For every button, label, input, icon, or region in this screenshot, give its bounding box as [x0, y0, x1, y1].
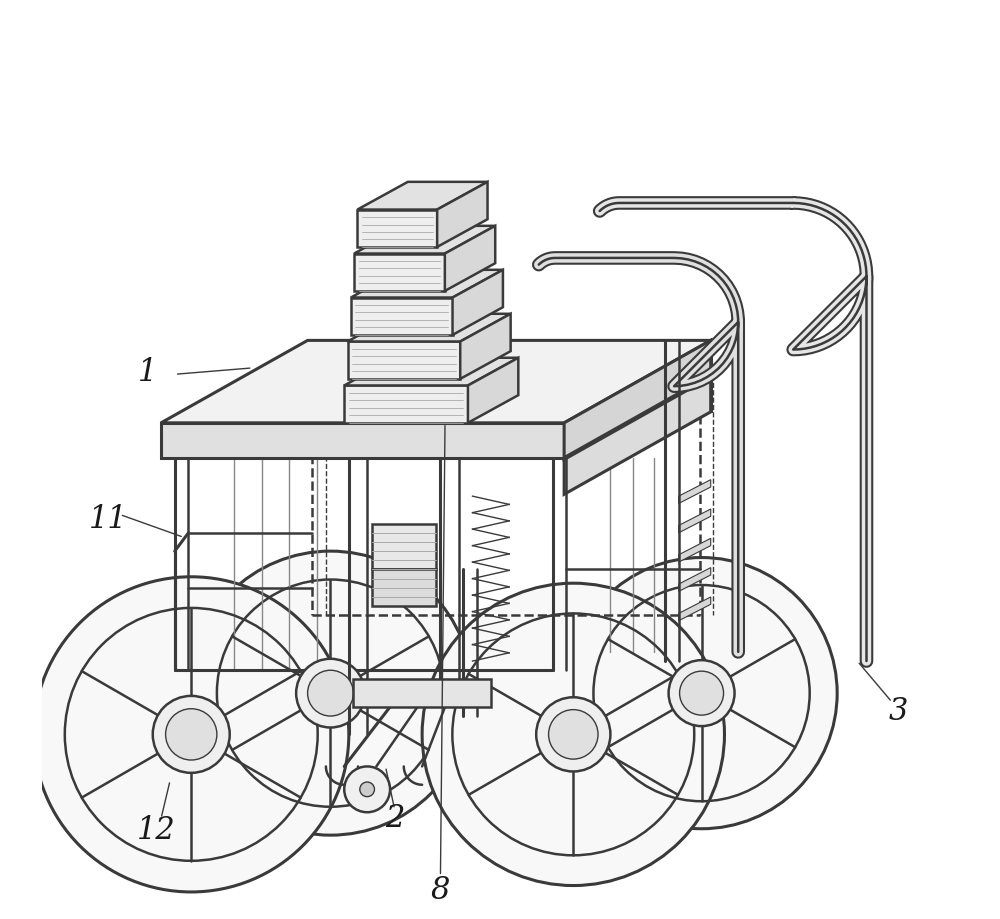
- Text: 3: 3: [889, 696, 908, 727]
- Polygon shape: [357, 210, 437, 247]
- Text: 1: 1: [138, 357, 157, 388]
- Polygon shape: [437, 182, 488, 247]
- Polygon shape: [453, 270, 503, 335]
- Circle shape: [296, 659, 365, 728]
- Circle shape: [360, 782, 374, 797]
- Circle shape: [536, 698, 610, 771]
- Polygon shape: [351, 270, 503, 298]
- Polygon shape: [348, 313, 511, 342]
- Polygon shape: [679, 509, 711, 533]
- Text: 11: 11: [88, 504, 127, 535]
- Polygon shape: [679, 539, 711, 562]
- Polygon shape: [468, 357, 518, 423]
- Circle shape: [680, 671, 724, 715]
- Polygon shape: [564, 340, 711, 460]
- Polygon shape: [460, 313, 511, 379]
- Circle shape: [308, 670, 353, 716]
- Polygon shape: [353, 679, 491, 707]
- Polygon shape: [344, 357, 518, 385]
- Polygon shape: [344, 385, 468, 423]
- Polygon shape: [357, 182, 488, 210]
- Circle shape: [669, 660, 735, 726]
- Circle shape: [153, 696, 230, 773]
- Circle shape: [34, 577, 349, 892]
- Polygon shape: [372, 570, 436, 607]
- Polygon shape: [161, 340, 711, 423]
- Polygon shape: [564, 377, 711, 494]
- Polygon shape: [445, 226, 495, 291]
- Text: 12: 12: [137, 815, 176, 846]
- Polygon shape: [679, 480, 711, 504]
- Circle shape: [344, 766, 390, 812]
- Circle shape: [422, 584, 724, 886]
- Polygon shape: [351, 298, 453, 335]
- Polygon shape: [679, 568, 711, 592]
- Polygon shape: [354, 254, 445, 291]
- Polygon shape: [354, 226, 495, 254]
- Polygon shape: [564, 340, 711, 458]
- Text: 8: 8: [431, 875, 450, 905]
- Text: 2: 2: [385, 803, 404, 834]
- Polygon shape: [679, 597, 711, 620]
- Polygon shape: [348, 342, 460, 379]
- Circle shape: [188, 551, 473, 835]
- Polygon shape: [161, 423, 564, 458]
- Circle shape: [549, 709, 598, 759]
- Circle shape: [566, 558, 837, 829]
- Polygon shape: [372, 524, 436, 570]
- Circle shape: [166, 709, 217, 760]
